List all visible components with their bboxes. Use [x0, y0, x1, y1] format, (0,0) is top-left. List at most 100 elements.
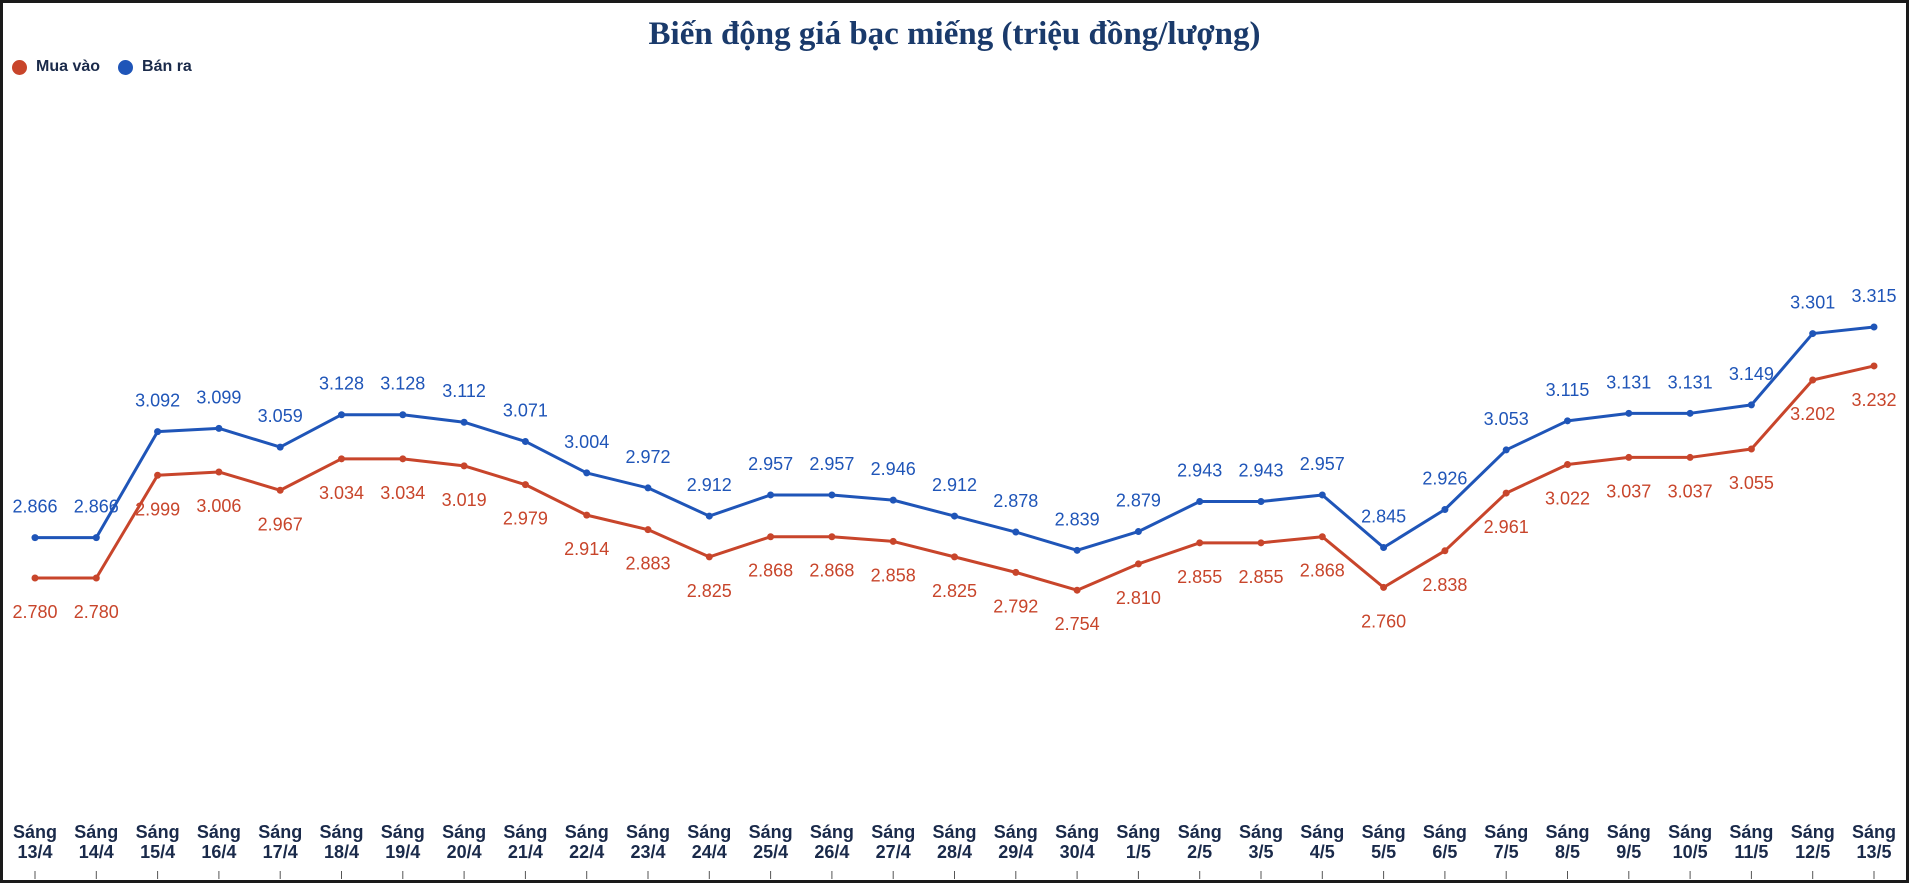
x-tick-label-line2: 24/4 [692, 842, 727, 862]
data-label: 2.868 [1300, 561, 1345, 581]
data-label: 3.128 [319, 374, 364, 394]
data-point [583, 469, 591, 477]
x-tick-label: Sáng 21/4 [503, 822, 547, 862]
x-tick-label: Sáng 9/5 [1607, 822, 1651, 862]
x-tick-label: Sáng 29/4 [994, 822, 1038, 862]
legend-item-buy: Mua vào [12, 58, 100, 76]
data-label: 2.780 [74, 602, 119, 622]
data-label: 2.914 [564, 539, 609, 559]
data-label: 3.092 [135, 391, 180, 411]
x-tick-label-line1: Sáng [810, 822, 854, 842]
x-tick-label: Sáng 8/5 [1545, 822, 1589, 862]
data-label: 2.943 [1238, 461, 1283, 481]
x-tick-label-line1: Sáng [258, 822, 302, 842]
data-label: 3.115 [1546, 380, 1590, 400]
x-tick-label: Sáng 22/4 [565, 822, 609, 862]
data-label: 2.868 [748, 561, 793, 581]
data-label: 2.810 [1116, 588, 1161, 608]
x-tick-label-line1: Sáng [1791, 822, 1835, 842]
data-label: 2.858 [871, 565, 916, 585]
x-tick-label-line1: Sáng [1852, 822, 1896, 842]
x-tick-label-line1: Sáng [136, 822, 180, 842]
data-point [460, 418, 468, 426]
x-tick-label-line2: 25/4 [753, 842, 788, 862]
data-label: 2.883 [625, 554, 670, 574]
x-tick-label-line2: 3/5 [1248, 842, 1273, 862]
x-tick-label-line2: 10/5 [1673, 842, 1708, 862]
data-point [705, 553, 713, 561]
x-tick-label-line1: Sáng [197, 822, 241, 842]
data-label: 2.961 [1484, 517, 1529, 537]
data-label: 2.957 [1300, 454, 1345, 474]
x-tick-label: Sáng 20/4 [442, 822, 486, 862]
data-label: 2.879 [1116, 491, 1161, 511]
data-point [215, 424, 223, 432]
data-label: 2.979 [503, 509, 548, 529]
data-point [399, 411, 407, 419]
x-tick-label-line1: Sáng [319, 822, 363, 842]
data-point [828, 491, 836, 499]
x-tick-label-line2: 18/4 [324, 842, 359, 862]
x-tick-label-line2: 7/5 [1494, 842, 1519, 862]
x-tick-label-line2: 5/5 [1371, 842, 1396, 862]
legend-label-buy: Mua vào [36, 58, 101, 75]
data-point [399, 455, 407, 463]
data-label: 2.866 [74, 497, 119, 517]
x-tick-label: Sáng 25/4 [749, 822, 793, 862]
x-tick-label-line2: 13/4 [17, 842, 52, 862]
data-point [583, 511, 591, 519]
data-point [1134, 560, 1142, 568]
data-point [705, 512, 713, 520]
data-point [521, 437, 529, 445]
data-point [215, 468, 223, 476]
x-tick-label-line1: Sáng [1607, 822, 1651, 842]
data-point [828, 533, 836, 541]
x-tick-label-line1: Sáng [13, 822, 57, 842]
data-label: 2.839 [1055, 509, 1100, 529]
x-tick-label: Sáng 4/5 [1300, 822, 1344, 862]
data-point [1564, 460, 1571, 468]
x-tick-label-line2: 27/4 [876, 842, 911, 862]
data-label: 3.131 [1606, 372, 1651, 392]
x-tick-label: Sáng 14/4 [74, 822, 118, 862]
x-tick-label: Sáng 12/5 [1791, 822, 1835, 862]
data-point [1625, 409, 1633, 417]
legend-item-sell: Bán ra [118, 58, 192, 76]
data-point [1257, 498, 1265, 506]
data-label: 2.855 [1238, 567, 1283, 587]
data-point [154, 471, 162, 479]
x-tick-label: Sáng 26/4 [810, 822, 854, 862]
x-tick-label: Sáng 11/5 [1729, 822, 1773, 862]
x-tick-label: Sáng 10/5 [1668, 822, 1712, 862]
data-point [1073, 586, 1081, 594]
data-point [1257, 539, 1265, 547]
x-tick-label-line2: 17/4 [263, 842, 298, 862]
x-tick-label-line2: 15/4 [140, 842, 175, 862]
legend: Mua vào Bán ra [12, 58, 192, 76]
x-tick-label-line2: 6/5 [1432, 842, 1457, 862]
data-point [338, 411, 345, 419]
x-tick-label: Sáng 23/4 [626, 822, 670, 862]
x-tick-label-line1: Sáng [1729, 822, 1773, 842]
x-tick-label-line2: 30/4 [1060, 842, 1095, 862]
x-tick-label-line2: 4/5 [1310, 842, 1335, 862]
data-label: 3.315 [1851, 286, 1896, 306]
x-tick-label-line2: 8/5 [1555, 842, 1580, 862]
data-point [1625, 453, 1633, 461]
data-label: 2.855 [1177, 567, 1222, 587]
data-point [1747, 401, 1755, 409]
legend-dot-buy [12, 59, 27, 75]
x-tick-label-line2: 26/4 [814, 842, 849, 862]
data-point [460, 462, 468, 470]
x-tick-label: Sáng 15/4 [136, 822, 180, 862]
x-tick-label-line1: Sáng [1545, 822, 1589, 842]
data-point [1196, 498, 1204, 506]
x-tick-label: Sáng 30/4 [1055, 822, 1099, 862]
data-point [644, 484, 652, 492]
data-label: 3.071 [503, 400, 548, 420]
x-tick-label-line2: 2/5 [1187, 842, 1212, 862]
x-tick-label-line2: 12/5 [1795, 842, 1830, 862]
x-tick-label-line2: 1/5 [1126, 842, 1151, 862]
